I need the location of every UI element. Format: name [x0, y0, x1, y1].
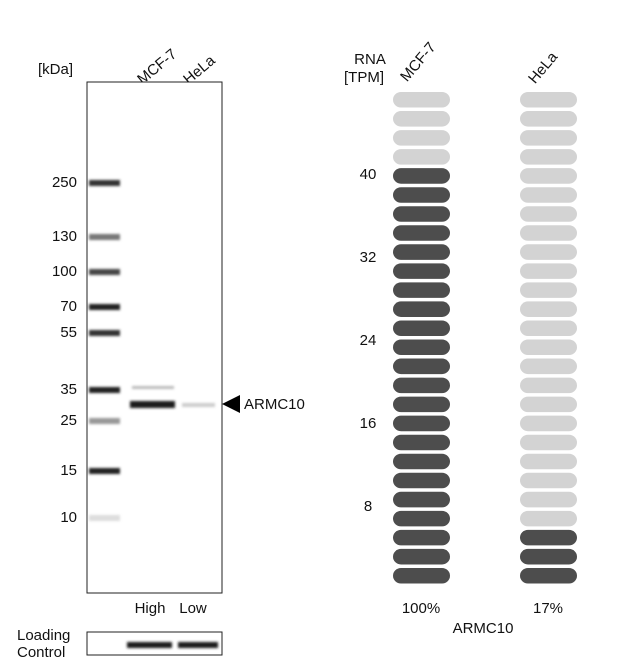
marker-label: 35 — [60, 381, 77, 398]
tpm-pill — [520, 225, 577, 241]
ladder — [89, 180, 120, 521]
tpm-pill — [520, 301, 577, 317]
tpm-pill — [520, 472, 577, 489]
tpm-pill — [520, 130, 577, 146]
marker-label: 70 — [60, 298, 77, 315]
rna-axis-label: [TPM] — [344, 69, 384, 86]
marker-label: 15 — [60, 462, 77, 479]
ladder-band — [89, 180, 120, 186]
tpm-pill — [520, 282, 577, 298]
loading-label: Loading — [17, 627, 70, 644]
tpm-pill — [393, 225, 450, 241]
tpm-pill — [393, 187, 450, 203]
tpm-tick-label: 8 — [364, 498, 372, 515]
ladder-band — [89, 418, 120, 424]
ladder-band — [89, 387, 120, 393]
tpm-pill — [393, 491, 450, 508]
tpm-pill — [520, 187, 577, 203]
tpm-pill — [520, 149, 577, 165]
sample-label: HeLa — [525, 48, 561, 87]
marker-label: 25 — [60, 412, 77, 429]
tpm-pill — [393, 358, 450, 375]
unit-label: [kDa] — [38, 61, 73, 78]
sample-label: MCF-7 — [397, 39, 439, 85]
ladder-band — [89, 330, 120, 336]
blot-frame — [86, 81, 223, 594]
marker-label: 130 — [52, 228, 77, 245]
rna-chart — [393, 92, 577, 584]
tpm-pill — [520, 320, 577, 336]
tpm-pill — [520, 548, 577, 565]
tpm-pill — [520, 168, 577, 184]
tpm-pill — [520, 92, 577, 108]
tpm-pill — [393, 282, 450, 298]
tpm-pill — [393, 130, 450, 146]
tpm-pill — [393, 472, 450, 489]
tpm-pill — [520, 567, 577, 584]
tpm-pill — [393, 92, 450, 108]
tpm-pill — [520, 491, 577, 508]
tpm-pill — [393, 548, 450, 565]
tpm-pill — [520, 396, 577, 413]
tpm-pill — [393, 301, 450, 317]
tpm-pill — [520, 111, 577, 127]
tpm-pill — [520, 434, 577, 451]
tpm-pill — [393, 263, 450, 279]
ladder-band — [89, 234, 120, 240]
tpm-pill — [393, 453, 450, 470]
tpm-tick-label: 16 — [360, 415, 377, 432]
tpm-pill — [520, 377, 577, 394]
marker-label: 55 — [60, 324, 77, 341]
expression-label: High — [135, 600, 166, 617]
target-label: ARMC10 — [244, 396, 305, 413]
tpm-pill — [520, 510, 577, 527]
tpm-pill — [520, 339, 577, 356]
expression-label: Low — [179, 600, 207, 617]
tpm-tick-label: 40 — [360, 166, 377, 183]
tpm-pill — [393, 244, 450, 260]
ladder-band — [89, 515, 120, 521]
arrow — [222, 395, 240, 413]
ladder-band — [89, 304, 120, 310]
ladder-band — [89, 269, 120, 275]
tpm-pill — [393, 415, 450, 432]
tpm-tick-label: 32 — [360, 249, 377, 266]
rna-axis-label: RNA — [354, 51, 386, 68]
percent-label: 17% — [533, 600, 563, 617]
marker-label: 100 — [52, 263, 77, 280]
tpm-pill — [393, 111, 450, 127]
tpm-pill — [393, 168, 450, 184]
sample-bands — [130, 386, 215, 408]
tpm-pill — [520, 453, 577, 470]
tpm-pill — [393, 510, 450, 527]
tpm-pill — [393, 567, 450, 584]
tpm-pill — [393, 396, 450, 413]
loading-bands — [127, 642, 218, 648]
tpm-pill — [393, 339, 450, 356]
tpm-pill — [393, 149, 450, 165]
tpm-pill — [520, 529, 577, 546]
tpm-pill — [520, 415, 577, 432]
tpm-pill — [520, 263, 577, 279]
tpm-pill — [393, 434, 450, 451]
ladder-band — [89, 468, 120, 474]
tpm-pill — [393, 206, 450, 222]
tpm-pill — [393, 320, 450, 336]
loading-label: Control — [17, 644, 65, 659]
tpm-pill — [393, 377, 450, 394]
tpm-pill — [520, 244, 577, 260]
marker-label: 10 — [60, 509, 77, 526]
tpm-pill — [520, 206, 577, 222]
tpm-pill — [393, 529, 450, 546]
marker-label: 250 — [52, 174, 77, 191]
tpm-tick-label: 24 — [360, 332, 377, 349]
percent-label: 100% — [402, 600, 440, 617]
gene-label: ARMC10 — [453, 620, 514, 637]
tpm-pill — [520, 358, 577, 375]
